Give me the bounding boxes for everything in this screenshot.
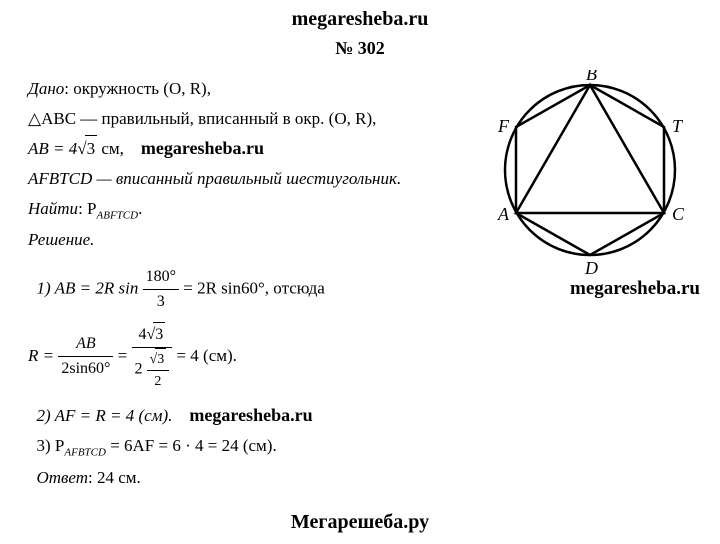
numerator: √3	[147, 348, 170, 371]
numerator: AB	[58, 332, 113, 357]
subscript: ABFTCD	[97, 209, 139, 221]
given-line2: △ABC — правильный, вписанный в окр. (O, …	[28, 106, 508, 132]
text: : окружность (O, R),	[64, 79, 211, 98]
given-line3: AB = 4√3 см, megaresheba.ru	[28, 135, 508, 162]
text: =	[118, 346, 132, 365]
watermark-diagram: megaresheba.ru	[570, 278, 700, 300]
watermark-inline: megaresheba.ru	[189, 405, 312, 425]
text: : P	[78, 199, 96, 218]
r-equation: R = AB 2sin60° = 4√3 2 √3 2 = 4 (см).	[28, 322, 508, 392]
text: .	[138, 199, 142, 218]
text: 4	[138, 326, 146, 343]
text: = 6AF = 6 · 4 = 24 (см).	[106, 436, 277, 455]
label-t: T	[672, 116, 684, 136]
label-d: D	[584, 258, 598, 278]
numerator: 4√3	[132, 322, 173, 348]
answer-line: Ответ: 24 см.	[28, 465, 508, 491]
text: 2) AF = R = 4 (см).	[37, 406, 173, 425]
text: AB = 4	[28, 139, 77, 158]
text: 1) AB = 2R sin	[37, 278, 139, 297]
text: R =	[28, 346, 58, 365]
label-find: Найти	[28, 199, 78, 218]
watermark-inline: megaresheba.ru	[141, 138, 264, 158]
subscript: AFBTCD	[64, 446, 106, 458]
radicand: 3	[155, 348, 166, 370]
step-2: 2) AF = R = 4 (см). megaresheba.ru	[28, 402, 508, 429]
label-b: B	[586, 70, 597, 84]
label-dano: Дано	[28, 79, 64, 98]
hexagon	[516, 85, 664, 255]
text: = 2R sin60°, отсюда	[183, 278, 325, 297]
denominator: 2	[147, 371, 170, 392]
content-area: Дано: окружность (O, R), △ABC — правильн…	[28, 72, 508, 494]
text: 2	[135, 361, 143, 378]
given-line4: AFBTCD — вписанный правильный шестиуголь…	[28, 166, 508, 192]
step-1: 1) AB = 2R sin 180° 3 = 2R sin60°, отсюд…	[28, 265, 508, 314]
label-answer: Ответ	[37, 468, 89, 487]
label-a: A	[497, 204, 510, 224]
problem-number: № 302	[0, 38, 720, 59]
text: 3) P	[37, 436, 65, 455]
fraction: 180° 3	[143, 265, 179, 314]
find-line: Найти: PABFTCD.	[28, 196, 508, 224]
label-f: F	[497, 116, 510, 136]
solution-heading: Решение.	[28, 227, 508, 253]
denominator: 3	[143, 290, 179, 314]
triangle	[516, 85, 664, 213]
radicand: 3	[153, 322, 165, 347]
denominator: 2sin60°	[58, 357, 113, 381]
radicand: 3	[85, 135, 98, 162]
text: см,	[97, 139, 124, 158]
step-3: 3) PAFBTCD = 6AF = 6 · 4 = 24 (см).	[28, 433, 508, 461]
nested-fraction: √3 2	[147, 348, 170, 392]
geometry-diagram: B T C D A F	[490, 70, 690, 280]
label-c: C	[672, 204, 685, 224]
fraction-1: AB 2sin60°	[58, 332, 113, 381]
watermark-bottom: Мегарешеба.ру	[0, 511, 720, 534]
text: AFBTCD — вписанный правильный шестиуголь…	[28, 169, 401, 188]
fraction-2: 4√3 2 √3 2	[132, 322, 173, 392]
text: : 24 см.	[88, 468, 141, 487]
denominator: 2 √3 2	[132, 348, 173, 392]
watermark-top: megaresheba.ru	[0, 8, 720, 31]
text: = 4 (см).	[176, 346, 236, 365]
circle	[505, 85, 675, 255]
given-line1: Дано: окружность (O, R),	[28, 76, 508, 102]
numerator: 180°	[143, 265, 179, 290]
